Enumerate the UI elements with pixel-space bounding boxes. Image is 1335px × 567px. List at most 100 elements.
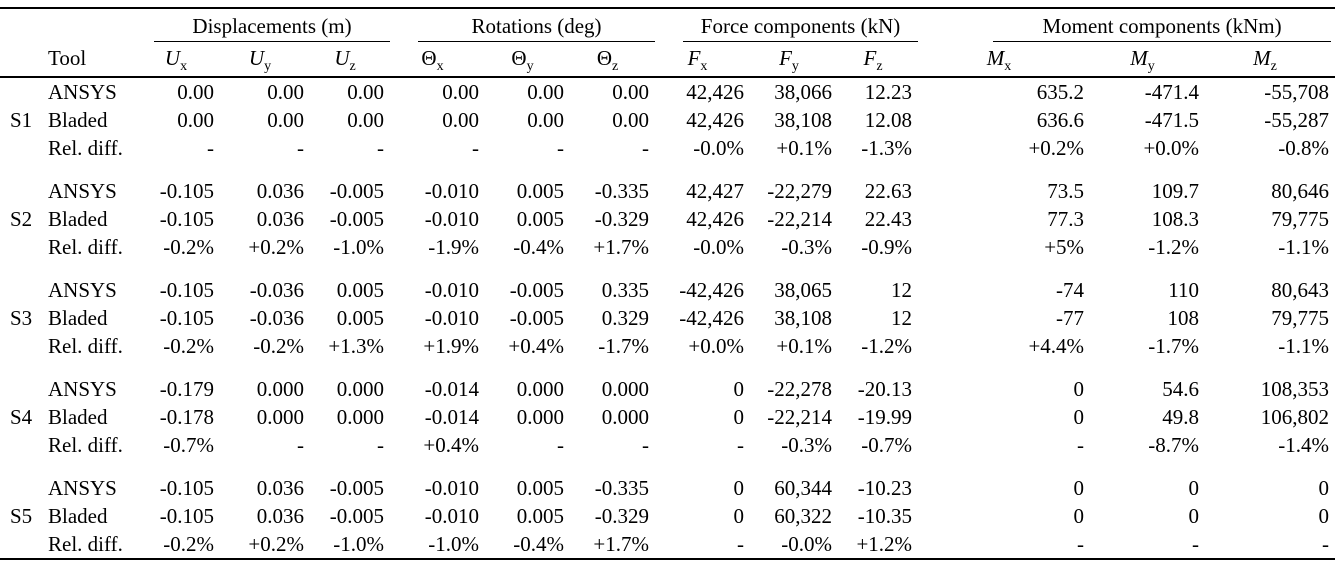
value-cell: 0 — [1073, 405, 1085, 429]
tool-cell: Bladed — [48, 504, 108, 528]
value-cell: - — [557, 136, 565, 160]
column-header-mx: Mx — [918, 42, 1091, 78]
value-cell: -471.4 — [1144, 80, 1200, 104]
table-row: ANSYS -0.105 0.036 -0.005 -0.010 0.005 -0.335 0… — [0, 459, 1335, 502]
group-label: Displacements (m) — [154, 13, 391, 42]
tool-cell: Bladed — [48, 405, 108, 429]
value-cell: 0.00 — [527, 108, 565, 132]
tool-cell: Bladed — [48, 108, 108, 132]
value-cell: 0.00 — [347, 80, 385, 104]
value-cell: -0.036 — [249, 306, 304, 330]
column-header-theta-z: Θz — [570, 42, 656, 78]
value-cell: 0.00 — [442, 80, 480, 104]
table-row: Rel. diff. - - - - - - -0.0% +0.1% -1.3% +0.2% +0.0… — [0, 134, 1335, 162]
value-cell: -0.105 — [159, 207, 214, 231]
value-cell: -8.7% — [1148, 433, 1200, 457]
tool-cell: ANSYS — [48, 377, 117, 401]
value-cell: -20.13 — [857, 377, 913, 401]
value-cell: 12.08 — [864, 108, 913, 132]
row-group-label — [0, 261, 42, 304]
value-cell: -0.2% — [163, 334, 214, 358]
value-cell: 0.000 — [601, 377, 650, 401]
value-cell: -471.5 — [1144, 108, 1200, 132]
value-cell: -0.335 — [594, 476, 650, 500]
value-cell: 38,065 — [774, 278, 833, 302]
value-cell: 110 — [1168, 278, 1200, 302]
value-cell: +1.3% — [328, 334, 385, 358]
table-row: S5 Bladed -0.105 0.036 -0.005 -0.010 0.005 -0.3… — [0, 502, 1335, 530]
value-cell: -0.014 — [424, 405, 480, 429]
value-cell: 0.00 — [177, 108, 214, 132]
tool-cell: Bladed — [48, 306, 108, 330]
row-group-label — [0, 233, 42, 261]
value-cell: +1.2% — [856, 532, 913, 556]
tool-cell: Rel. diff. — [48, 235, 123, 259]
value-cell: 106,802 — [1260, 405, 1330, 429]
value-cell: -0.2% — [253, 334, 304, 358]
row-group-label: S5 — [10, 504, 33, 528]
group-header-forces: Force components (kN) — [655, 8, 919, 42]
group-label: Rotations (deg) — [418, 13, 656, 42]
column-header-ux: Ux — [142, 42, 220, 78]
value-cell: 49.8 — [1162, 405, 1200, 429]
row-group-label — [0, 332, 42, 360]
value-cell: -0.329 — [594, 504, 650, 528]
value-cell: 108.3 — [1151, 207, 1200, 231]
table-row: Rel. diff. -0.7% - - +0.4% - - - -0.3% -0.7% - -8.7… — [0, 431, 1335, 459]
value-cell: -1.1% — [1278, 235, 1330, 259]
value-cell: -0.005 — [509, 278, 565, 302]
value-cell: -0.3% — [781, 235, 833, 259]
value-cell: -0.2% — [163, 235, 214, 259]
value-cell: -0.010 — [424, 278, 480, 302]
tool-cell: ANSYS — [48, 278, 117, 302]
value-cell: -1.3% — [861, 136, 913, 160]
value-cell: -1.2% — [1148, 235, 1200, 259]
value-cell: 0.335 — [601, 278, 650, 302]
column-header-fx: Fx — [655, 42, 751, 78]
value-cell: 0.036 — [256, 207, 304, 231]
value-cell: 12 — [891, 278, 913, 302]
value-cell: -42,426 — [679, 278, 745, 302]
value-cell: 0.000 — [516, 405, 565, 429]
value-cell: 0 — [1073, 476, 1085, 500]
table-row: ANSYS -0.179 0.000 0.000 -0.014 0.000 0.000 0 -2… — [0, 360, 1335, 403]
value-cell: -0.179 — [159, 377, 214, 401]
value-cell: 0.036 — [256, 504, 304, 528]
value-cell: - — [377, 136, 385, 160]
value-cell: 0.000 — [516, 377, 565, 401]
value-cell: - — [642, 433, 650, 457]
value-cell: 108,353 — [1260, 377, 1330, 401]
value-cell: -0.0% — [693, 136, 745, 160]
row-group-label: S2 — [10, 207, 33, 231]
value-cell: 0.000 — [336, 405, 385, 429]
value-cell: - — [472, 136, 480, 160]
value-cell: 0.036 — [256, 179, 304, 203]
column-header-uy: Uy — [220, 42, 310, 78]
value-cell: 0.005 — [336, 278, 385, 302]
group-label: Force components (kN) — [683, 13, 919, 42]
table-row: S1 Bladed 0.00 0.00 0.00 0.00 0.00 0.00 42,426 38… — [0, 106, 1335, 134]
row-group-label — [0, 431, 42, 459]
value-cell: -0.010 — [424, 306, 480, 330]
value-cell: -0.4% — [513, 532, 565, 556]
value-cell: -22,214 — [767, 405, 833, 429]
value-cell: 22.63 — [864, 179, 913, 203]
results-comparison-table: Displacements (m) Rotations (deg) Force … — [0, 7, 1335, 560]
value-cell: +0.4% — [508, 334, 565, 358]
value-cell: - — [207, 136, 214, 160]
value-cell: -0.005 — [509, 306, 565, 330]
value-cell: 38,108 — [774, 108, 833, 132]
value-cell: -0.7% — [861, 433, 913, 457]
table-row: Rel. diff. -0.2% +0.2% -1.0% -1.0% -0.4% +1.7%… — [0, 530, 1335, 559]
value-cell: +1.7% — [593, 532, 650, 556]
value-cell: +0.1% — [776, 334, 833, 358]
value-cell: 0 — [733, 405, 745, 429]
tool-cell: ANSYS — [48, 179, 117, 203]
value-cell: -19.99 — [857, 405, 913, 429]
value-cell: 54.6 — [1162, 377, 1200, 401]
value-cell: 0 — [733, 476, 745, 500]
value-cell: 80,643 — [1271, 278, 1330, 302]
value-cell: -1.7% — [1148, 334, 1200, 358]
value-cell: 0.00 — [612, 108, 650, 132]
